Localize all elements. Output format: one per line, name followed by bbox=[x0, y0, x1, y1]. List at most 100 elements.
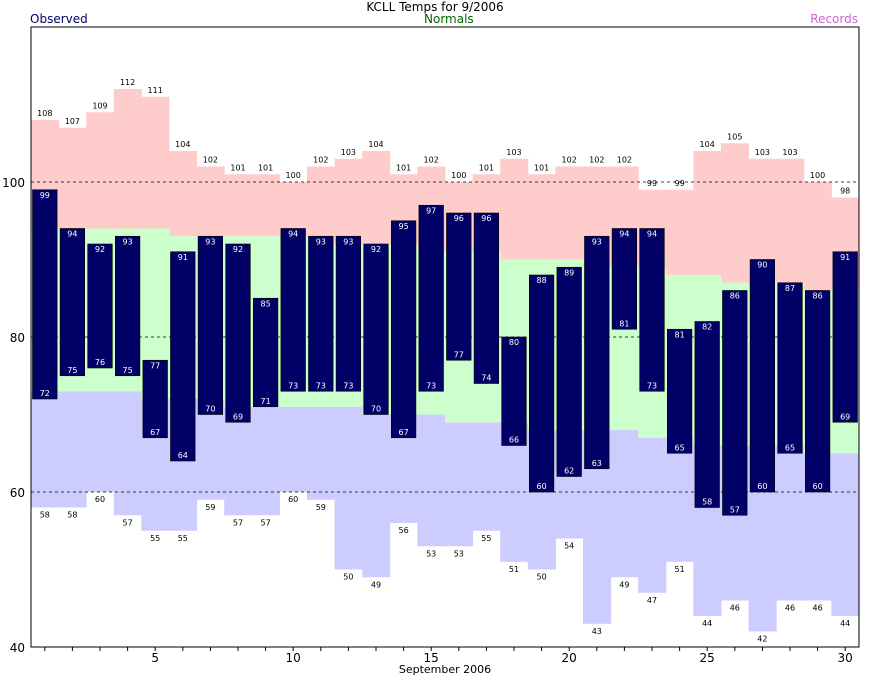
record-high-band bbox=[721, 143, 750, 283]
observed-high-label: 92 bbox=[233, 245, 243, 254]
record-low-band bbox=[113, 391, 142, 516]
record-high-label: 104 bbox=[700, 140, 715, 149]
chart-title: KCLL Temps for 9/2006 bbox=[366, 0, 503, 14]
observed-low-label: 81 bbox=[619, 319, 629, 328]
record-high-band bbox=[665, 189, 694, 275]
record-high-label: 101 bbox=[230, 163, 245, 172]
observed-low-label: 65 bbox=[675, 443, 685, 452]
record-high-label: 103 bbox=[782, 148, 797, 157]
record-low-label: 58 bbox=[40, 511, 50, 520]
record-high-label: 102 bbox=[562, 156, 577, 165]
legend-records: Records bbox=[810, 12, 858, 26]
x-tick-label: 30 bbox=[838, 651, 853, 665]
value-labels-layer: 99 72 108 58 94 75 107 58 92 76 109 60 93 75 112 57 77 67… bbox=[37, 78, 850, 644]
observed-high-label: 93 bbox=[205, 237, 215, 246]
record-high-label: 107 bbox=[65, 117, 80, 126]
record-low-label: 49 bbox=[371, 580, 381, 589]
record-low-label: 50 bbox=[343, 573, 353, 582]
record-low-label: 56 bbox=[399, 526, 409, 535]
observed-high-label: 87 bbox=[785, 284, 795, 293]
record-low-label: 59 bbox=[316, 503, 326, 512]
record-low-label: 53 bbox=[426, 549, 436, 558]
record-high-label: 111 bbox=[148, 86, 163, 95]
record-low-label: 57 bbox=[261, 518, 271, 527]
observed-low-label: 72 bbox=[40, 389, 50, 398]
observed-low-label: 66 bbox=[509, 436, 519, 445]
record-low-band bbox=[279, 406, 308, 492]
record-high-band bbox=[362, 151, 391, 244]
observed-high-label: 93 bbox=[123, 237, 133, 246]
observed-low-label: 64 bbox=[178, 451, 188, 460]
record-high-band bbox=[113, 89, 142, 229]
record-low-label: 57 bbox=[233, 518, 243, 527]
observed-bar bbox=[87, 243, 113, 369]
record-high-band bbox=[196, 166, 225, 237]
y-tick-label: 40 bbox=[10, 641, 25, 655]
y-tick-label: 60 bbox=[10, 486, 25, 500]
observed-bar bbox=[59, 228, 85, 377]
record-high-band bbox=[58, 127, 87, 229]
observed-high-label: 96 bbox=[454, 214, 464, 223]
record-high-band bbox=[224, 174, 253, 237]
observed-low-label: 73 bbox=[316, 381, 326, 390]
observed-bar bbox=[611, 228, 637, 330]
observed-high-label: 91 bbox=[178, 253, 188, 262]
observed-bar bbox=[501, 336, 527, 446]
record-low-band bbox=[610, 430, 639, 578]
record-high-label: 103 bbox=[755, 148, 770, 157]
observed-bar bbox=[749, 259, 775, 493]
observed-high-label: 80 bbox=[509, 338, 519, 347]
observed-high-label: 93 bbox=[592, 237, 602, 246]
record-high-band bbox=[251, 174, 280, 237]
observed-bar bbox=[32, 189, 58, 400]
observed-bar bbox=[253, 297, 279, 408]
observed-high-label: 94 bbox=[67, 230, 77, 239]
observed-low-label: 69 bbox=[233, 412, 243, 421]
record-low-band bbox=[472, 422, 501, 531]
observed-low-label: 73 bbox=[426, 381, 436, 390]
record-low-band bbox=[417, 414, 446, 547]
observed-bar bbox=[335, 235, 362, 392]
record-high-label: 102 bbox=[617, 156, 632, 165]
record-high-label: 102 bbox=[424, 156, 439, 165]
observed-high-label: 77 bbox=[150, 361, 160, 370]
observed-bar bbox=[308, 235, 334, 392]
observed-low-label: 57 bbox=[730, 505, 740, 514]
record-low-label: 51 bbox=[675, 565, 685, 574]
observed-low-label: 69 bbox=[840, 412, 850, 421]
axes-layer: 40 60 80 100 5 10 15 20 25 30 bbox=[2, 176, 853, 665]
observed-bar bbox=[473, 212, 500, 384]
observed-bar bbox=[804, 290, 831, 493]
observed-low-label: 77 bbox=[454, 350, 464, 359]
observed-high-label: 97 bbox=[426, 206, 436, 215]
record-high-band bbox=[334, 158, 363, 244]
observed-bar bbox=[197, 235, 224, 415]
observed-low-label: 75 bbox=[67, 366, 77, 375]
observed-high-label: 94 bbox=[647, 230, 657, 239]
observed-high-label: 93 bbox=[316, 237, 326, 246]
record-high-label: 103 bbox=[341, 148, 356, 157]
record-high-band bbox=[527, 174, 556, 260]
record-low-label: 55 bbox=[481, 534, 491, 543]
record-low-band bbox=[86, 391, 115, 492]
observed-bar bbox=[832, 251, 858, 423]
x-tick-label: 5 bbox=[151, 651, 159, 665]
record-low-label: 50 bbox=[537, 573, 547, 582]
observed-low-label: 58 bbox=[702, 498, 712, 507]
record-low-band bbox=[251, 406, 280, 516]
record-low-label: 58 bbox=[67, 511, 77, 520]
record-high-label: 101 bbox=[534, 163, 549, 172]
observed-high-label: 90 bbox=[757, 261, 767, 270]
record-low-band bbox=[224, 406, 253, 516]
observed-high-label: 93 bbox=[343, 237, 353, 246]
x-tick-label: 25 bbox=[700, 651, 715, 665]
observed-high-label: 92 bbox=[371, 245, 381, 254]
observed-bar bbox=[722, 290, 748, 516]
record-low-band bbox=[776, 445, 805, 601]
x-tick-label: 20 bbox=[562, 651, 577, 665]
record-high-band bbox=[86, 112, 115, 229]
record-low-band bbox=[362, 414, 391, 578]
record-low-label: 60 bbox=[288, 495, 298, 504]
observed-low-label: 67 bbox=[150, 428, 160, 437]
observed-high-label: 85 bbox=[261, 299, 271, 308]
